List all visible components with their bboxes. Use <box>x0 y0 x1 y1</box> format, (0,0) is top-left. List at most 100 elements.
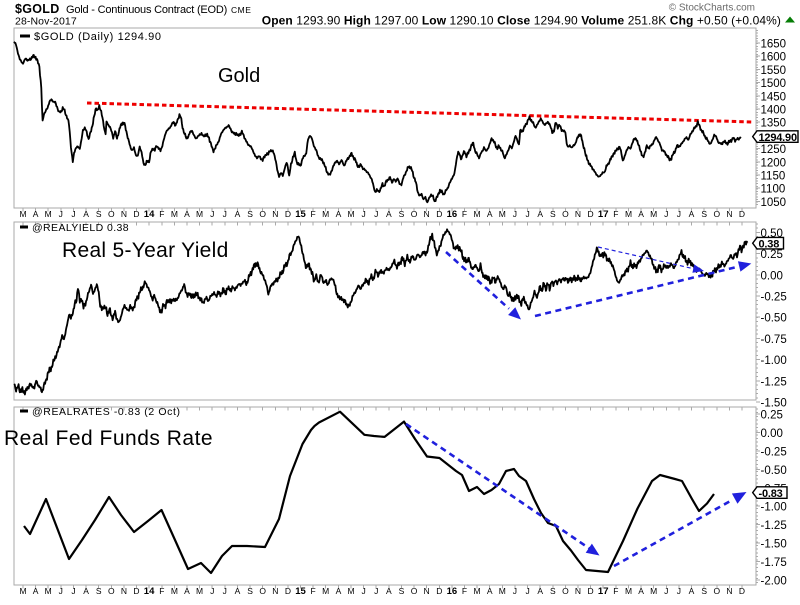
svg-text:S: S <box>96 586 102 596</box>
svg-text:D: D <box>285 586 291 596</box>
svg-text:J: J <box>223 209 227 219</box>
svg-text:N: N <box>272 209 278 219</box>
svg-text:O: O <box>259 586 266 596</box>
svg-text:-1.25: -1.25 <box>761 376 787 388</box>
svg-text:O: O <box>562 586 569 596</box>
svg-text:A: A <box>537 209 543 219</box>
svg-text:Real Fed Funds Rate: Real Fed Funds Rate <box>4 427 213 450</box>
svg-text:S: S <box>550 586 556 596</box>
svg-text:15: 15 <box>295 209 306 220</box>
svg-text:A: A <box>235 586 241 596</box>
svg-text:N: N <box>726 586 732 596</box>
svg-text:17: 17 <box>598 586 609 597</box>
svg-text:F: F <box>159 586 164 596</box>
svg-text:D: D <box>739 209 745 219</box>
svg-text:S: S <box>701 586 707 596</box>
svg-text:N: N <box>121 209 127 219</box>
svg-text:M: M <box>499 209 506 219</box>
svg-text:-1.50: -1.50 <box>761 398 787 410</box>
svg-text:0.38: 0.38 <box>759 238 780 250</box>
svg-text:O: O <box>108 586 115 596</box>
svg-text:J: J <box>513 209 517 219</box>
svg-text:D: D <box>588 209 594 219</box>
svg-text:S: S <box>399 586 405 596</box>
svg-text:-0.50: -0.50 <box>761 465 787 477</box>
svg-text:0.25: 0.25 <box>761 249 783 261</box>
svg-text:Open 1293.90 High 1297.00 Low: Open 1293.90 High 1297.00 Low 1290.10 Cl… <box>262 14 781 28</box>
svg-text:M: M <box>322 586 329 596</box>
svg-text:17: 17 <box>598 209 609 220</box>
svg-text:A: A <box>689 209 695 219</box>
svg-text:A: A <box>386 586 392 596</box>
svg-text:J: J <box>664 586 668 596</box>
svg-text:S: S <box>701 209 707 219</box>
svg-text:M: M <box>19 586 26 596</box>
svg-text:1400: 1400 <box>761 105 787 117</box>
svg-text:-0.25: -0.25 <box>761 292 787 304</box>
svg-text:1450: 1450 <box>761 91 787 103</box>
svg-text:© StockCharts.com: © StockCharts.com <box>669 3 755 14</box>
svg-text:O: O <box>259 209 266 219</box>
svg-text:16: 16 <box>447 586 458 597</box>
svg-text:-1.75: -1.75 <box>761 557 787 569</box>
svg-text:1600: 1600 <box>761 52 787 64</box>
svg-text:O: O <box>713 209 720 219</box>
svg-text:J: J <box>374 209 378 219</box>
svg-text:S: S <box>247 209 253 219</box>
svg-text:J: J <box>677 586 681 596</box>
svg-text:M: M <box>347 209 354 219</box>
svg-text:J: J <box>71 586 75 596</box>
svg-text:N: N <box>424 586 430 596</box>
svg-text:F: F <box>462 586 467 596</box>
svg-text:J: J <box>525 586 529 596</box>
svg-text:A: A <box>689 586 695 596</box>
svg-text:A: A <box>336 209 342 219</box>
svg-text:-0.25: -0.25 <box>761 446 787 458</box>
svg-text:S: S <box>399 209 405 219</box>
svg-text:M: M <box>45 209 52 219</box>
svg-text:M: M <box>650 586 657 596</box>
svg-text:S: S <box>247 586 253 596</box>
svg-text:-1.25: -1.25 <box>761 520 787 532</box>
svg-text:Gold - Continuous Contract (EO: Gold - Continuous Contract (EOD) <box>66 4 227 16</box>
svg-text:O: O <box>411 209 418 219</box>
svg-text:1294.90: 1294.90 <box>759 132 797 144</box>
svg-text:D: D <box>285 209 291 219</box>
svg-text:Gold: Gold <box>218 65 260 87</box>
svg-text:A: A <box>487 586 493 596</box>
svg-text:A: A <box>33 209 39 219</box>
svg-text:F: F <box>159 209 164 219</box>
svg-text:A: A <box>537 586 543 596</box>
svg-text:-0.75: -0.75 <box>761 334 787 346</box>
svg-text:J: J <box>525 209 529 219</box>
svg-text:O: O <box>411 586 418 596</box>
svg-text:M: M <box>196 586 203 596</box>
svg-text:O: O <box>562 209 569 219</box>
svg-text:A: A <box>83 209 89 219</box>
svg-text:0.00: 0.00 <box>761 428 783 440</box>
svg-text:M: M <box>322 209 329 219</box>
svg-text:Real 5-Year Yield: Real 5-Year Yield <box>62 239 229 262</box>
svg-text:M: M <box>45 586 52 596</box>
svg-text:A: A <box>184 209 190 219</box>
svg-text:F: F <box>310 209 315 219</box>
svg-text:-1.00: -1.00 <box>761 502 787 514</box>
svg-text:F: F <box>310 586 315 596</box>
svg-text:N: N <box>575 586 581 596</box>
svg-text:D: D <box>133 209 139 219</box>
svg-text:D: D <box>739 586 745 596</box>
svg-text:J: J <box>210 209 214 219</box>
svg-text:A: A <box>487 209 493 219</box>
svg-text:@REALRATES -0.83 (2 Oct): @REALRATES -0.83 (2 Oct) <box>32 406 181 418</box>
svg-text:N: N <box>121 586 127 596</box>
svg-text:J: J <box>223 586 227 596</box>
svg-text:S: S <box>550 209 556 219</box>
svg-text:D: D <box>133 586 139 596</box>
svg-text:-0.50: -0.50 <box>761 313 787 325</box>
svg-text:A: A <box>184 586 190 596</box>
svg-text:M: M <box>347 586 354 596</box>
svg-text:A: A <box>33 586 39 596</box>
svg-text:F: F <box>613 209 618 219</box>
svg-text:M: M <box>196 209 203 219</box>
svg-text:1250: 1250 <box>761 144 787 156</box>
